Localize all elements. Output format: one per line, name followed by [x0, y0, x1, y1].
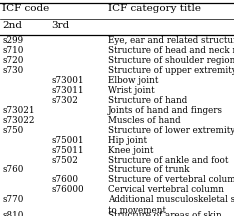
Text: ICF category title: ICF category title — [108, 4, 201, 13]
Text: s73021: s73021 — [2, 106, 35, 115]
Text: s770: s770 — [2, 195, 24, 204]
Text: s710: s710 — [2, 46, 24, 55]
Text: Joints of hand and fingers: Joints of hand and fingers — [108, 106, 223, 115]
Text: s73022: s73022 — [2, 116, 35, 125]
Text: Eye, ear and related structures, unspecified: Eye, ear and related structures, unspeci… — [108, 36, 234, 45]
Text: s720: s720 — [2, 56, 24, 65]
Text: Muscles of hand: Muscles of hand — [108, 116, 180, 125]
Text: 2nd: 2nd — [2, 21, 22, 30]
Text: Structure of ankle and foot: Structure of ankle and foot — [108, 156, 228, 165]
Text: s7600: s7600 — [51, 175, 78, 184]
Text: s299: s299 — [2, 36, 23, 45]
Text: Structure of areas of skin: Structure of areas of skin — [108, 211, 221, 216]
Text: Additional musculoskeletal structures related
to movement: Additional musculoskeletal structures re… — [108, 195, 234, 215]
Text: Hip joint: Hip joint — [108, 136, 147, 145]
Text: s730: s730 — [2, 66, 24, 75]
Text: s73001: s73001 — [51, 76, 84, 85]
Text: Cervical vertebral column: Cervical vertebral column — [108, 185, 224, 194]
Text: Structure of trunk: Structure of trunk — [108, 165, 189, 175]
Text: 3rd: 3rd — [51, 21, 70, 30]
Text: ICF code: ICF code — [2, 4, 50, 13]
Text: s75001: s75001 — [51, 136, 84, 145]
Text: s7302: s7302 — [51, 96, 78, 105]
Text: Structure of vertebral column: Structure of vertebral column — [108, 175, 234, 184]
Text: Structure of hand: Structure of hand — [108, 96, 187, 105]
Text: s7502: s7502 — [51, 156, 78, 165]
Text: Structure of upper extremity: Structure of upper extremity — [108, 66, 234, 75]
Text: Knee joint: Knee joint — [108, 146, 153, 155]
Text: s75011: s75011 — [51, 146, 84, 155]
Text: s750: s750 — [2, 126, 24, 135]
Text: Wrist joint: Wrist joint — [108, 86, 154, 95]
Text: Elbow joint: Elbow joint — [108, 76, 158, 85]
Text: Structure of head and neck region: Structure of head and neck region — [108, 46, 234, 55]
Text: s810: s810 — [2, 211, 24, 216]
Text: s76000: s76000 — [51, 185, 84, 194]
Text: s73011: s73011 — [51, 86, 84, 95]
Text: Structure of shoulder region: Structure of shoulder region — [108, 56, 234, 65]
Text: Structure of lower extremity: Structure of lower extremity — [108, 126, 234, 135]
Text: s760: s760 — [2, 165, 24, 175]
